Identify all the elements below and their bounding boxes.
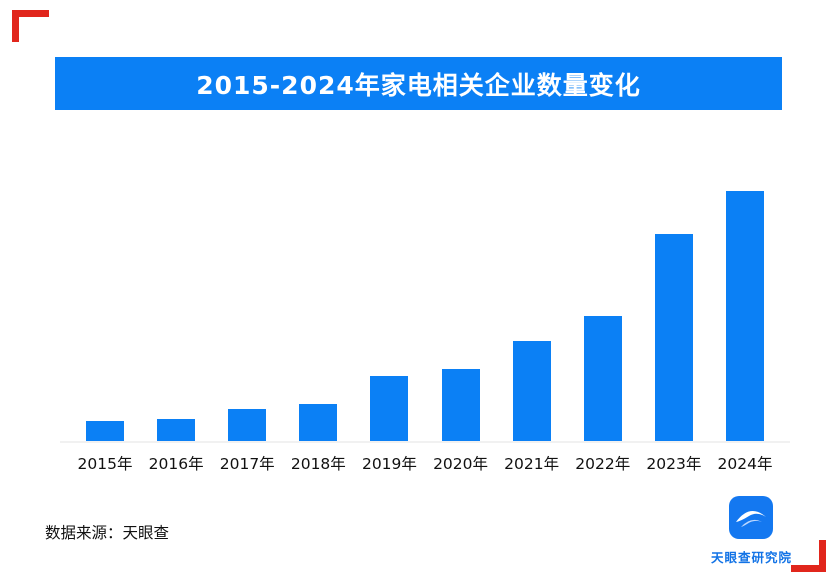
bar-2023年 (654, 233, 693, 441)
data-source-label: 数据来源：天眼查 (45, 524, 170, 542)
tianyancha-logo: 天眼查研究院 (711, 496, 792, 566)
x-axis-label: 2019年 (361, 455, 417, 473)
x-axis-label: 2017年 (219, 455, 275, 473)
x-axis-label: 2016年 (148, 455, 204, 473)
bar-2020年 (441, 368, 480, 441)
bar-2024年 (725, 191, 764, 441)
bar-2015年 (86, 421, 124, 441)
bar-2022年 (583, 316, 622, 441)
bar-column: 2020年 (426, 191, 496, 486)
bar-column: 2021年 (497, 191, 567, 486)
bar-area (86, 191, 124, 441)
bar-area (654, 191, 693, 441)
x-axis-label: 2021年 (504, 455, 560, 473)
bar-2016年 (157, 418, 196, 441)
x-axis-label: 2018年 (290, 455, 346, 473)
logo-caption: 天眼查研究院 (710, 550, 792, 565)
bar-area (441, 191, 480, 441)
bar-chart: 2015年 2016年 2017年 2018年 2019年 2020年 2021年 2022年… (60, 191, 790, 486)
bar-area (725, 191, 764, 441)
bar-area (299, 191, 338, 441)
x-axis-label: 2020年 (433, 455, 489, 473)
bar-column: 2016年 (141, 191, 211, 486)
bar-2019年 (370, 376, 409, 441)
bar-area (370, 191, 409, 441)
bar-column: 2017年 (212, 191, 282, 486)
tianyancha-logo-icon (728, 496, 774, 543)
bar-column: 2015年 (70, 191, 140, 486)
x-axis-label: 2024年 (717, 455, 773, 473)
bar-2021年 (512, 341, 551, 441)
bar-area (228, 191, 267, 441)
title-banner: 2015-2024年家电相关企业数量变化 (55, 57, 782, 110)
x-axis-label: 2023年 (646, 455, 702, 473)
bar-column: 2019年 (354, 191, 424, 486)
bar-column: 2018年 (283, 191, 353, 486)
x-axis-label: 2022年 (575, 455, 631, 473)
x-axis-baseline (60, 441, 790, 443)
corner-accent-bottom-right (791, 540, 826, 572)
x-axis-label: 2015年 (77, 455, 133, 473)
bar-area (157, 191, 196, 441)
corner-accent-top-left (12, 10, 49, 42)
bar-column: 2023年 (639, 191, 709, 486)
bar-2017年 (228, 408, 267, 441)
chart-title: 2015-2024年家电相关企业数量变化 (196, 70, 641, 100)
bar-area (512, 191, 551, 441)
bar-2018年 (299, 403, 338, 441)
bar-area (583, 191, 622, 441)
bar-column: 2024年 (710, 191, 780, 486)
bar-column: 2022年 (568, 191, 638, 486)
